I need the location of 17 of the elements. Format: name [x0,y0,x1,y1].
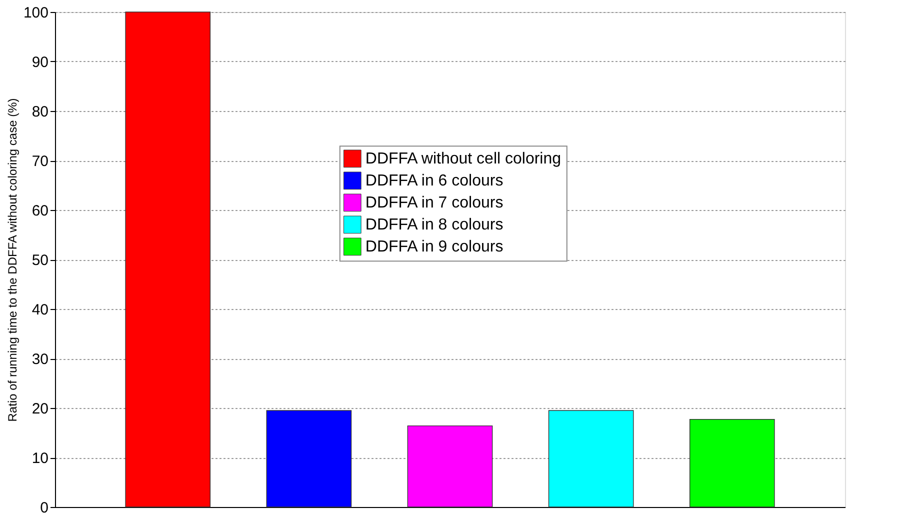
y-tick-label: 0 [40,500,48,516]
y-tick-label: 30 [32,351,48,368]
y-tick-label: 10 [32,450,48,467]
legend-label: DDFFA in 6 colours [365,172,504,190]
legend-label: DDFFA in 9 colours [365,238,504,256]
legend-label: DDFFA in 7 colours [365,194,504,212]
y-tick-label: 100 [23,4,48,22]
legend-label: DDFFA in 8 colours [365,216,504,234]
y-tick-label: 80 [32,104,48,120]
legend-label: DDFFA without cell coloring [365,150,562,168]
y-tick-label: 40 [32,302,48,318]
y-tick-label: 70 [32,153,48,170]
y-tick-label: 20 [32,400,48,418]
y-tick-label: 60 [32,202,48,220]
y-axis-title: Ratio of running time to the DDFFA without coloring case (%) [5,98,20,422]
y-tick-label: 50 [32,252,48,269]
y-tick-label: 90 [32,54,48,71]
